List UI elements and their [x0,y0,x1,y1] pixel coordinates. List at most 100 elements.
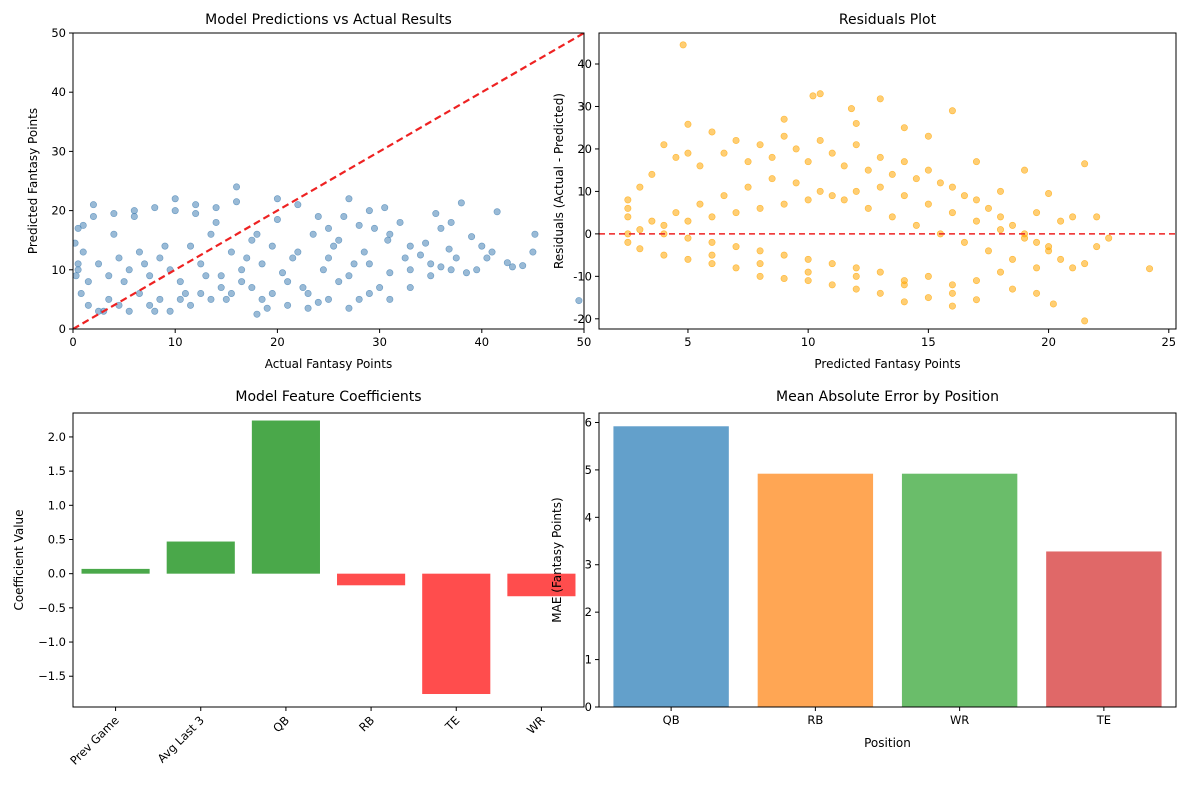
y-tick-label: 10 [51,263,66,277]
scatter-point [744,183,752,191]
scatter-point [900,281,908,289]
scatter-point [936,179,944,187]
scatter-point [503,259,511,267]
scatter-point [248,236,256,244]
scatter-point [447,266,455,274]
x-tick-label: QB [663,713,680,727]
chart-panel-3: Prev Game Avg Last 3 QB RB TE WR −1.5 −1.0 −0.5 0… [12,389,585,768]
scatter-point [852,272,860,280]
scatter-point [309,230,317,238]
scatter-point [732,243,740,251]
scatter-point [416,251,424,259]
scatter-point [876,153,884,161]
scatter-point [227,248,235,256]
y-tick-label: 20 [51,204,66,218]
scatter-point [575,297,583,305]
scatter-point [804,277,812,285]
scatter-point [192,210,200,218]
scatter-point [1033,238,1041,246]
scatter-point [972,158,980,166]
scatter-point [79,221,87,229]
scatter-point [636,183,644,191]
scatter-point [202,272,210,280]
x-tick-label: 20 [1041,335,1056,349]
axes-frame [72,412,585,708]
scatter-point [381,204,389,212]
scatter-point [672,209,680,217]
scatter-point [960,192,968,200]
y-tick-label: −1.5 [38,669,66,683]
scatter-point [452,254,460,262]
scatter-point [233,183,241,191]
scatter-point [732,136,740,144]
scatter-point [365,260,373,268]
scatter-point [924,294,932,302]
scatter-point [756,204,764,212]
scatter-point [110,230,118,238]
scatter-point [314,298,322,306]
y-tick-label: 1.0 [48,498,66,512]
scatter-point [406,266,414,274]
scatter-point [888,170,896,178]
scatter-point [248,284,256,292]
scatter-point [708,128,716,136]
scatter-point [816,90,824,98]
scatter-point [110,210,118,218]
x-tick-label: RB [356,713,377,734]
scatter-point [258,260,266,268]
scatter-point [243,254,251,262]
scatter-point [1033,209,1041,217]
scatter-point [1049,300,1057,308]
scatter-point [181,289,189,297]
scatter-point [804,196,812,204]
scatter-point [519,262,527,270]
scatter-point [156,254,164,262]
scatter-point [171,207,179,215]
scatter-point [77,289,85,297]
y-tick-label: 5 [585,463,592,477]
scatter-point [222,295,230,303]
scatter-point [1069,213,1077,221]
scatter-point [406,242,414,250]
scatter-point [263,304,271,312]
scatter-point [478,242,486,250]
scatter-point [319,266,327,274]
scatter-point [360,248,368,256]
scatter-point [79,248,87,256]
y-tick-label: 0 [59,322,66,336]
scatter-point [948,281,956,289]
scatter-point [233,198,241,206]
scatter-point [89,201,97,209]
scatter-point [146,272,154,280]
scatter-point [996,213,1004,221]
y-tick-label: -20 [573,312,592,326]
scatter-point [1045,190,1053,198]
scatter-point [1093,243,1101,251]
scatter-point [828,260,836,268]
scatter-point [708,251,716,259]
scatter-point [406,284,414,292]
scatter-point [816,187,824,195]
scatter-point [636,226,644,234]
scatter-point [924,272,932,280]
x-tick-label: RB [807,713,823,727]
y-tick-label: 10 [577,184,592,198]
x-tick-label: 30 [372,335,387,349]
y-tick-label: −0.5 [38,601,66,615]
scatter-point [852,187,860,195]
scatter-point [386,230,394,238]
scatter-point [192,201,200,209]
scatter-point [1105,234,1113,242]
chart-panel-1: 0 10 20 30 40 50 0 10 20 30 40 50 Model Predictions … [26,12,591,371]
scatter-point [816,136,824,144]
scatter-point [852,141,860,149]
scatter-point [284,301,292,309]
scatter-point [732,264,740,272]
scatter-point [401,254,409,262]
y-tick-label: 50 [51,26,66,40]
scatter-point [176,295,184,303]
y-tick-label: 1 [585,653,592,667]
scatter-point [840,196,848,204]
x-tick-label: Prev Game [67,713,121,767]
scatter-point [1009,221,1017,229]
